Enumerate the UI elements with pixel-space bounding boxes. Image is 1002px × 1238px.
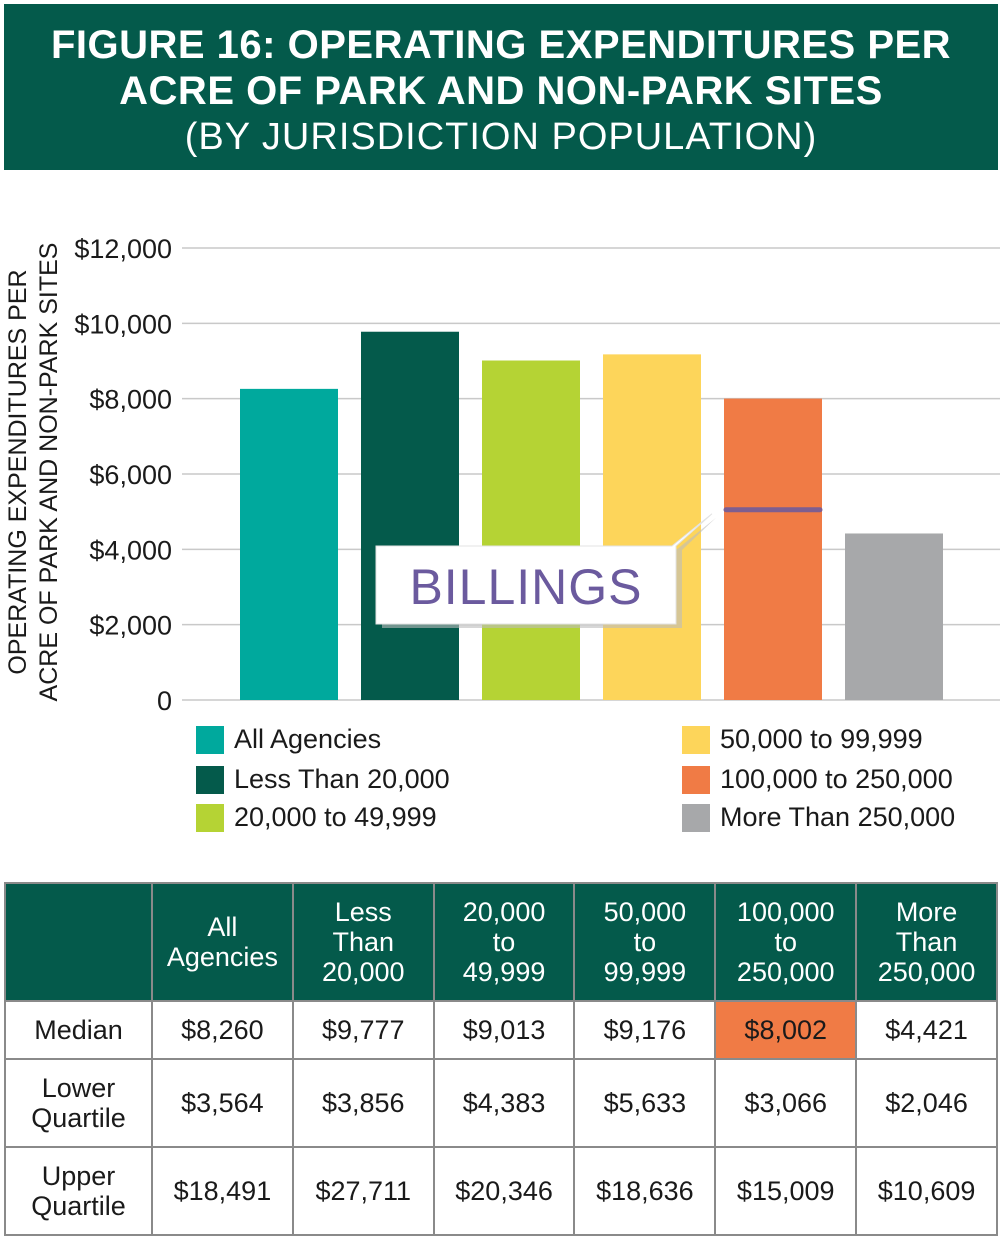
legend-label: 50,000 to 99,999 <box>720 724 923 754</box>
table-cell: $9,777 <box>291 1000 435 1060</box>
row-label: Median <box>4 1000 153 1060</box>
cell-text: Than <box>895 927 958 957</box>
legend-swatch <box>196 765 224 794</box>
bar <box>724 398 822 700</box>
cell-text: 20,000 <box>321 957 405 987</box>
column-header: Less Than 20,000 <box>291 882 435 1002</box>
cell-text: 250,000 <box>877 957 976 987</box>
legend-label: More Than 250,000 <box>720 802 956 832</box>
annotation-label: BILLINGS <box>409 559 642 615</box>
legend-label: Less Than 20,000 <box>234 764 450 794</box>
column-header: 50,000 to 99,999 <box>573 882 717 1002</box>
figure-subtitle: (BY JURISDICTION POPULATION) <box>184 116 818 158</box>
row-label: Lower Quartile <box>4 1058 153 1148</box>
table-row: Upper Quartile $18,491 $27,711 $20,346 $18,63… <box>4 1146 998 1236</box>
table-cell: $18,491 <box>151 1146 294 1236</box>
cell-text: 250,000 <box>736 957 835 987</box>
cell-text: 100,000 <box>736 897 835 927</box>
legend-item: 50,000 to 99,999 <box>682 724 923 755</box>
table-cell: $20,346 <box>432 1146 576 1236</box>
y-tick-label: $2,000 <box>89 611 172 641</box>
table-cell: $27,711 <box>291 1146 435 1236</box>
figure-title-line-2: ACRE OF PARK AND NON-PARK SITES <box>119 69 883 113</box>
legend-swatch <box>196 803 224 832</box>
legend-item: 100,000 to 250,000 <box>682 764 953 795</box>
cell-text: Quartile <box>31 1103 126 1133</box>
cell-text: Agencies <box>166 942 278 972</box>
table-cell: $3,564 <box>151 1058 294 1148</box>
legend-label: 20,000 to 49,999 <box>234 802 437 832</box>
chart-legend: All Agencies Less Than 20,000 20,000 to 49… <box>0 720 1002 840</box>
table-cell: $4,421 <box>855 1000 998 1060</box>
y-tick-label: $8,000 <box>89 385 172 415</box>
cell-text: 50,000 <box>603 897 687 927</box>
table-cell: $9,013 <box>432 1000 576 1060</box>
table-header-row: All Agencies Less Than 20,000 20,000 to 49,999 5… <box>4 882 998 1002</box>
cell-text: 99,999 <box>603 957 687 987</box>
row-label: Upper Quartile <box>4 1146 153 1236</box>
cell-text: Median <box>34 1015 123 1045</box>
expenditure-table: All Agencies Less Than 20,000 20,000 to 49,999 5… <box>4 882 998 1236</box>
legend-label: All Agencies <box>234 724 382 754</box>
cell-text: to <box>492 927 516 957</box>
column-header: All Agencies <box>151 882 294 1002</box>
cell-text: Less <box>334 897 392 927</box>
legend-item: 20,000 to 49,999 <box>196 802 437 833</box>
y-tick-label: $10,000 <box>74 309 172 339</box>
bar <box>240 388 338 700</box>
cell-text: 49,999 <box>462 957 546 987</box>
cell-text: Lower <box>41 1073 116 1103</box>
legend-swatch <box>196 725 224 754</box>
cell-text: More <box>895 897 958 927</box>
table-cell: $5,633 <box>573 1058 717 1148</box>
legend-item: Less Than 20,000 <box>196 764 450 795</box>
legend-swatch <box>682 725 710 754</box>
table-cell: $8,002 <box>714 1000 858 1060</box>
cell-text: Than <box>332 927 395 957</box>
cell-text: to <box>774 927 797 957</box>
table-cell: $8,260 <box>151 1000 294 1060</box>
figure-title-line-1: FIGURE 16: OPERATING EXPENDITURES PER <box>50 23 952 67</box>
table-cell: $18,636 <box>573 1146 717 1236</box>
bar <box>482 360 580 700</box>
cell-text: 20,000 <box>462 897 546 927</box>
table-cell: $3,066 <box>714 1058 858 1148</box>
bar <box>603 354 701 700</box>
cell-text: Quartile <box>31 1191 126 1221</box>
table-row: Lower Quartile $3,564 $3,856 $4,383 $5,633 $3,… <box>4 1058 998 1148</box>
bar-chart-svg: 0 $2,000 $4,000 $6,000 $8,000 $10,000 $12,000 O… <box>4 234 1000 716</box>
bar <box>361 331 459 700</box>
legend-swatch <box>682 765 710 794</box>
table-cell: $4,383 <box>432 1058 576 1148</box>
y-tick-label: 0 <box>157 686 172 716</box>
legend-label: 100,000 to 250,000 <box>720 764 953 794</box>
y-tick-label: $6,000 <box>89 460 172 490</box>
table-cell: $2,046 <box>855 1058 998 1148</box>
bar-chart: 0 $2,000 $4,000 $6,000 $8,000 $10,000 $12,000 O… <box>0 200 1002 720</box>
table-cell: $3,856 <box>291 1058 435 1148</box>
cell-text: to <box>633 927 657 957</box>
y-tick-label: $12,000 <box>74 234 172 264</box>
column-header: More Than 250,000 <box>855 882 998 1002</box>
y-tick-label: $4,000 <box>89 535 172 565</box>
table-row: Median $8,260 $9,777 $9,013 $9,176 $8,002 $4,4… <box>4 1000 998 1060</box>
callout-box <box>375 513 713 625</box>
y-axis-label-line-1: OPERATING EXPENDITURES PER <box>4 269 32 674</box>
table-corner-header <box>4 882 153 1002</box>
legend-item: All Agencies <box>196 724 381 755</box>
table-cell: $10,609 <box>855 1146 998 1236</box>
figure-title-banner: FIGURE 16: OPERATING EXPENDITURES PER AC… <box>4 4 998 170</box>
cell-text: Upper <box>41 1161 116 1191</box>
column-header: 100,000 to 250,000 <box>714 882 858 1002</box>
bar <box>845 533 943 700</box>
legend-swatch <box>682 803 710 832</box>
table-cell: $9,176 <box>573 1000 717 1060</box>
column-header: 20,000 to 49,999 <box>432 882 576 1002</box>
table-cell: $15,009 <box>714 1146 858 1236</box>
y-axis-label-line-2: ACRE OF PARK AND NON-PARK SITES <box>35 243 63 702</box>
cell-text: All <box>207 912 238 942</box>
legend-item: More Than 250,000 <box>682 802 955 833</box>
